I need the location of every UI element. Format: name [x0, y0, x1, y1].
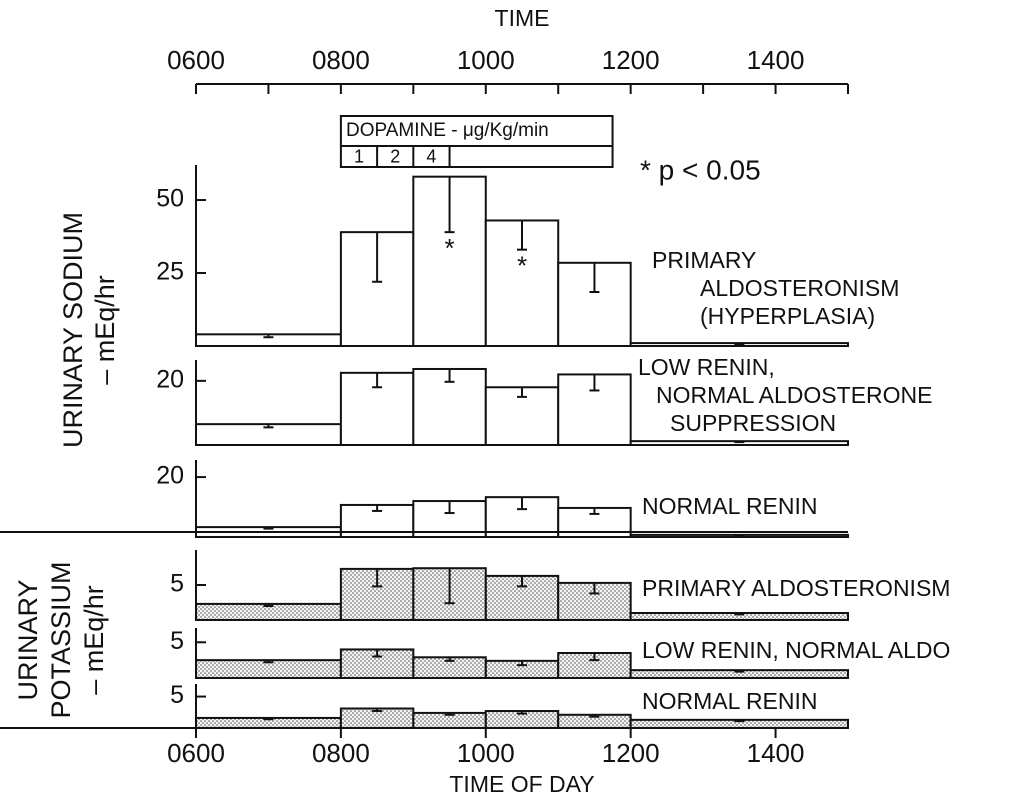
x-tick-label: 1000 [457, 738, 515, 768]
y-tick-label: 20 [156, 365, 184, 393]
y-axis-label: URINARY SODIUM [58, 212, 88, 448]
panel-label: NORMAL RENIN [642, 688, 818, 714]
panel-label: LOW RENIN, [638, 354, 775, 380]
y-tick-label: 5 [170, 681, 184, 709]
y-axis-label: POTASSIUM [46, 561, 76, 718]
y-axis-label: URINARY [13, 579, 43, 700]
panel-label: NORMAL RENIN [642, 493, 818, 519]
x-tick-label: 1400 [747, 45, 805, 75]
x-tick-label: 0600 [167, 45, 225, 75]
dopamine-box [339, 115, 614, 168]
panel-label: NORMAL ALDOSTERONE [656, 382, 932, 408]
x-tick-label: 0800 [312, 738, 370, 768]
panel-label: LOW RENIN, NORMAL ALDO [642, 637, 950, 663]
y-tick-label: 25 [156, 258, 184, 286]
note: * p < 0.05 [640, 154, 761, 185]
panel-label: PRIMARY ALDOSTERONISM [642, 575, 950, 601]
significance-marker: * [517, 251, 527, 281]
y-tick-label: 5 [170, 627, 184, 655]
x-tick-label: 1400 [747, 738, 805, 768]
x-tick-label: 0600 [167, 738, 225, 768]
panel-label: ALDOSTERONISM [700, 275, 899, 301]
y-tick-label: 5 [170, 570, 184, 598]
x-tick-label: 1200 [602, 738, 660, 768]
significance-marker: * [444, 233, 454, 263]
panel-label: SUPPRESSION [670, 410, 836, 436]
dose-label: 2 [390, 146, 400, 166]
x-tick-label: 0800 [312, 45, 370, 75]
dopamine-label: DOPAMINE - μg/Kg/min [346, 120, 549, 141]
panel-label: PRIMARY [652, 247, 756, 273]
y-tick-label: 20 [156, 462, 184, 490]
y-axis-label: – mEq/hr [79, 585, 109, 695]
dose-label: 4 [426, 146, 436, 166]
chart-title: TIME [495, 5, 550, 31]
y-tick-label: 50 [156, 185, 184, 213]
y-axis-label: – mEq/hr [90, 275, 120, 385]
x-tick-label: 1000 [457, 45, 515, 75]
dose-label: 1 [354, 146, 364, 166]
x-tick-label: 1200 [602, 45, 660, 75]
panel-label: (HYPERPLASIA) [700, 303, 875, 329]
x-axis-label: TIME OF DAY [449, 771, 594, 797]
